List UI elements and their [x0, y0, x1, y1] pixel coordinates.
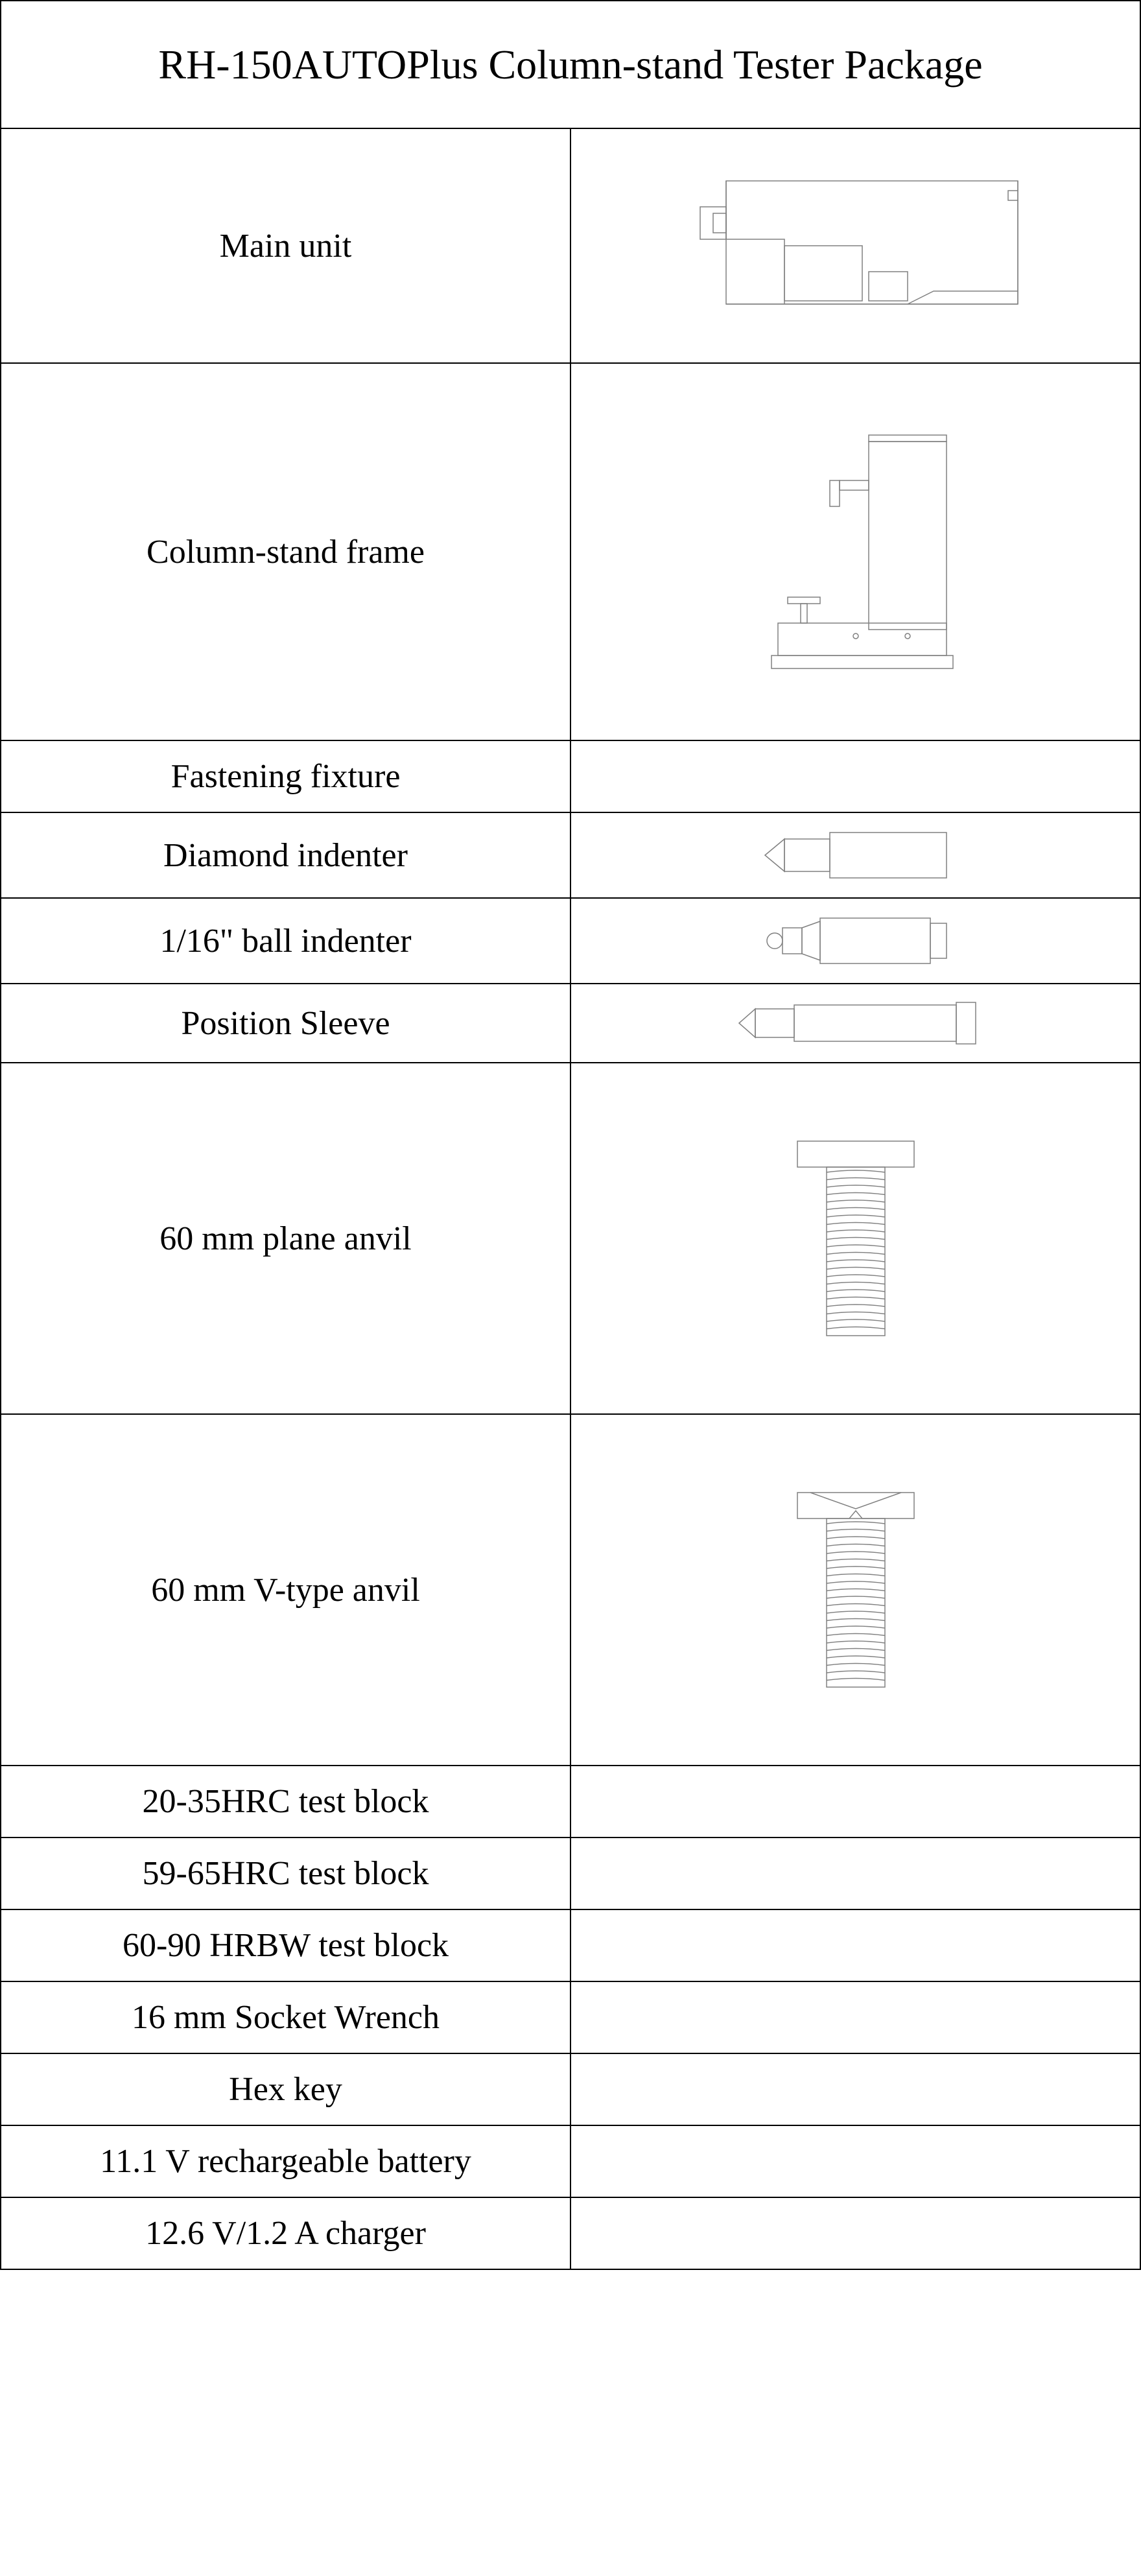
item-label: 1/16" ball indenter — [1, 898, 570, 984]
table-row: Hex key — [1, 2053, 1140, 2125]
table-row: Diamond indenter — [1, 812, 1140, 898]
table-row: Position Sleeve — [1, 984, 1140, 1063]
item-label: Diamond indenter — [1, 812, 570, 898]
item-label: 20-35HRC test block — [1, 1766, 570, 1837]
table-row: 16 mm Socket Wrench — [1, 1981, 1140, 2053]
item-image-cell — [570, 1766, 1140, 1837]
table-row: 60-90 HRBW test block — [1, 1909, 1140, 1981]
header-row: RH-150AUTOPlus Column-stand Tester Packa… — [1, 1, 1140, 128]
item-image-cell — [570, 984, 1140, 1063]
item-image-cell — [570, 2197, 1140, 2269]
table-row: Column-stand frame — [1, 363, 1140, 740]
item-image-cell — [570, 2125, 1140, 2197]
table-row: 60 mm plane anvil — [1, 1063, 1140, 1414]
diamond-indenter-icon — [584, 826, 1127, 884]
package-table: RH-150AUTOPlus Column-stand Tester Packa… — [0, 0, 1141, 2270]
item-image-cell — [570, 2053, 1140, 2125]
column-stand-icon — [584, 429, 1127, 675]
main-unit-icon — [584, 168, 1127, 324]
position-sleeve-icon — [584, 997, 1127, 1049]
item-image-cell — [570, 1837, 1140, 1909]
item-image-cell — [570, 1909, 1140, 1981]
table-row: Fastening fixture — [1, 740, 1140, 812]
item-label: Fastening fixture — [1, 740, 570, 812]
item-image-cell — [570, 740, 1140, 812]
table-title: RH-150AUTOPlus Column-stand Tester Packa… — [14, 27, 1127, 102]
item-label: 16 mm Socket Wrench — [1, 1981, 570, 2053]
item-label: 59-65HRC test block — [1, 1837, 570, 1909]
item-label: 12.6 V/1.2 A charger — [1, 2197, 570, 2269]
item-label: 60 mm V-type anvil — [1, 1414, 570, 1766]
item-label: 11.1 V rechargeable battery — [1, 2125, 570, 2197]
table-row: 1/16" ball indenter — [1, 898, 1140, 984]
item-image-cell — [570, 128, 1140, 363]
plane-anvil-icon — [584, 1128, 1127, 1349]
item-label: Column-stand frame — [1, 363, 570, 740]
item-label: Hex key — [1, 2053, 570, 2125]
table-row: 11.1 V rechargeable battery — [1, 2125, 1140, 2197]
table-row: 60 mm V-type anvil — [1, 1414, 1140, 1766]
ball-indenter-icon — [584, 912, 1127, 970]
item-label: 60 mm plane anvil — [1, 1063, 570, 1414]
table-row: 20-35HRC test block — [1, 1766, 1140, 1837]
v-anvil-icon — [584, 1480, 1127, 1700]
table-row: Main unit — [1, 128, 1140, 363]
table-row: 59-65HRC test block — [1, 1837, 1140, 1909]
table-row: 12.6 V/1.2 A charger — [1, 2197, 1140, 2269]
item-image-cell — [570, 812, 1140, 898]
item-image-cell — [570, 898, 1140, 984]
item-label: Main unit — [1, 128, 570, 363]
item-label: Position Sleeve — [1, 984, 570, 1063]
item-label: 60-90 HRBW test block — [1, 1909, 570, 1981]
item-image-cell — [570, 1981, 1140, 2053]
item-image-cell — [570, 1063, 1140, 1414]
item-image-cell — [570, 1414, 1140, 1766]
item-image-cell — [570, 363, 1140, 740]
